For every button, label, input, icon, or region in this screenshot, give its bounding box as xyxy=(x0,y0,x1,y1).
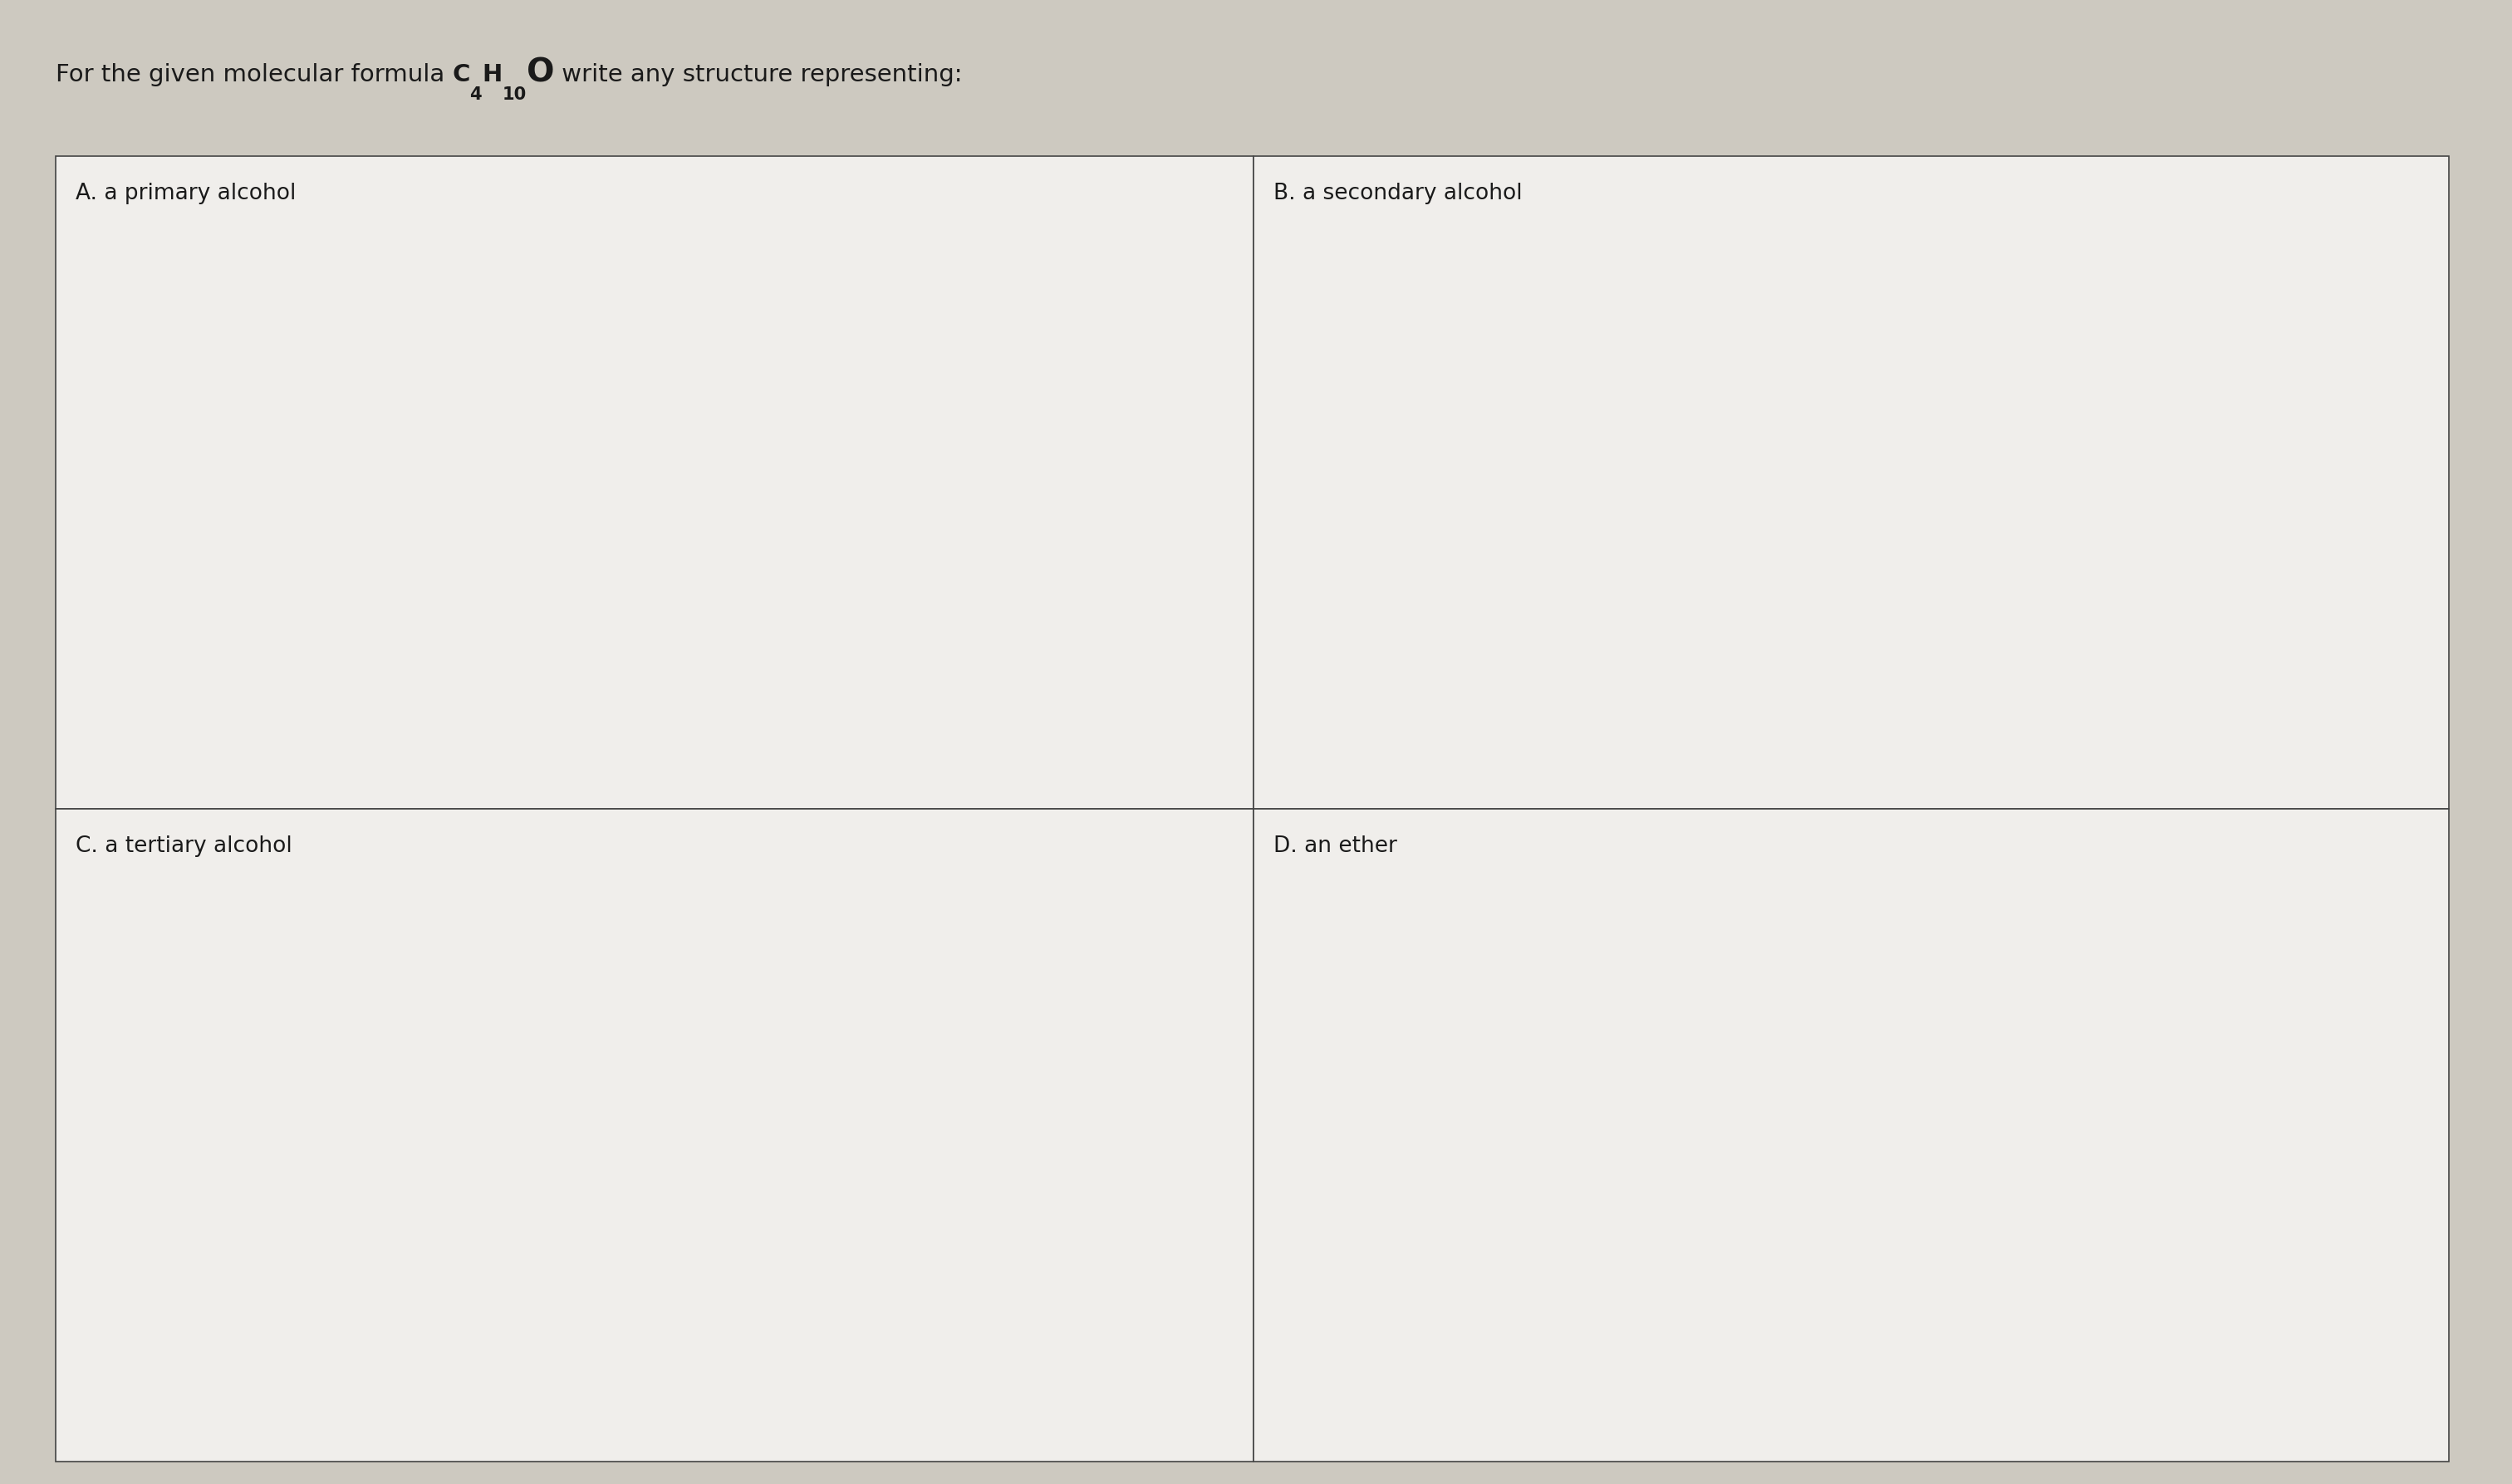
Text: 4: 4 xyxy=(470,86,482,102)
Text: C. a tertiary alcohol: C. a tertiary alcohol xyxy=(75,835,291,858)
Text: write any structure representing:: write any structure representing: xyxy=(555,64,962,86)
Text: C: C xyxy=(452,64,470,86)
Bar xyxy=(55,809,1253,1462)
Text: B. a secondary alcohol: B. a secondary alcohol xyxy=(1274,183,1522,205)
Text: 10: 10 xyxy=(502,86,528,102)
Text: D. an ether: D. an ether xyxy=(1274,835,1397,858)
Text: H: H xyxy=(482,64,502,86)
Bar xyxy=(1253,809,2449,1462)
Text: For the given molecular formula: For the given molecular formula xyxy=(55,64,452,86)
Text: A. a primary alcohol: A. a primary alcohol xyxy=(75,183,296,205)
Text: O: O xyxy=(528,56,555,88)
Bar xyxy=(55,156,1253,809)
Bar xyxy=(1253,156,2449,809)
